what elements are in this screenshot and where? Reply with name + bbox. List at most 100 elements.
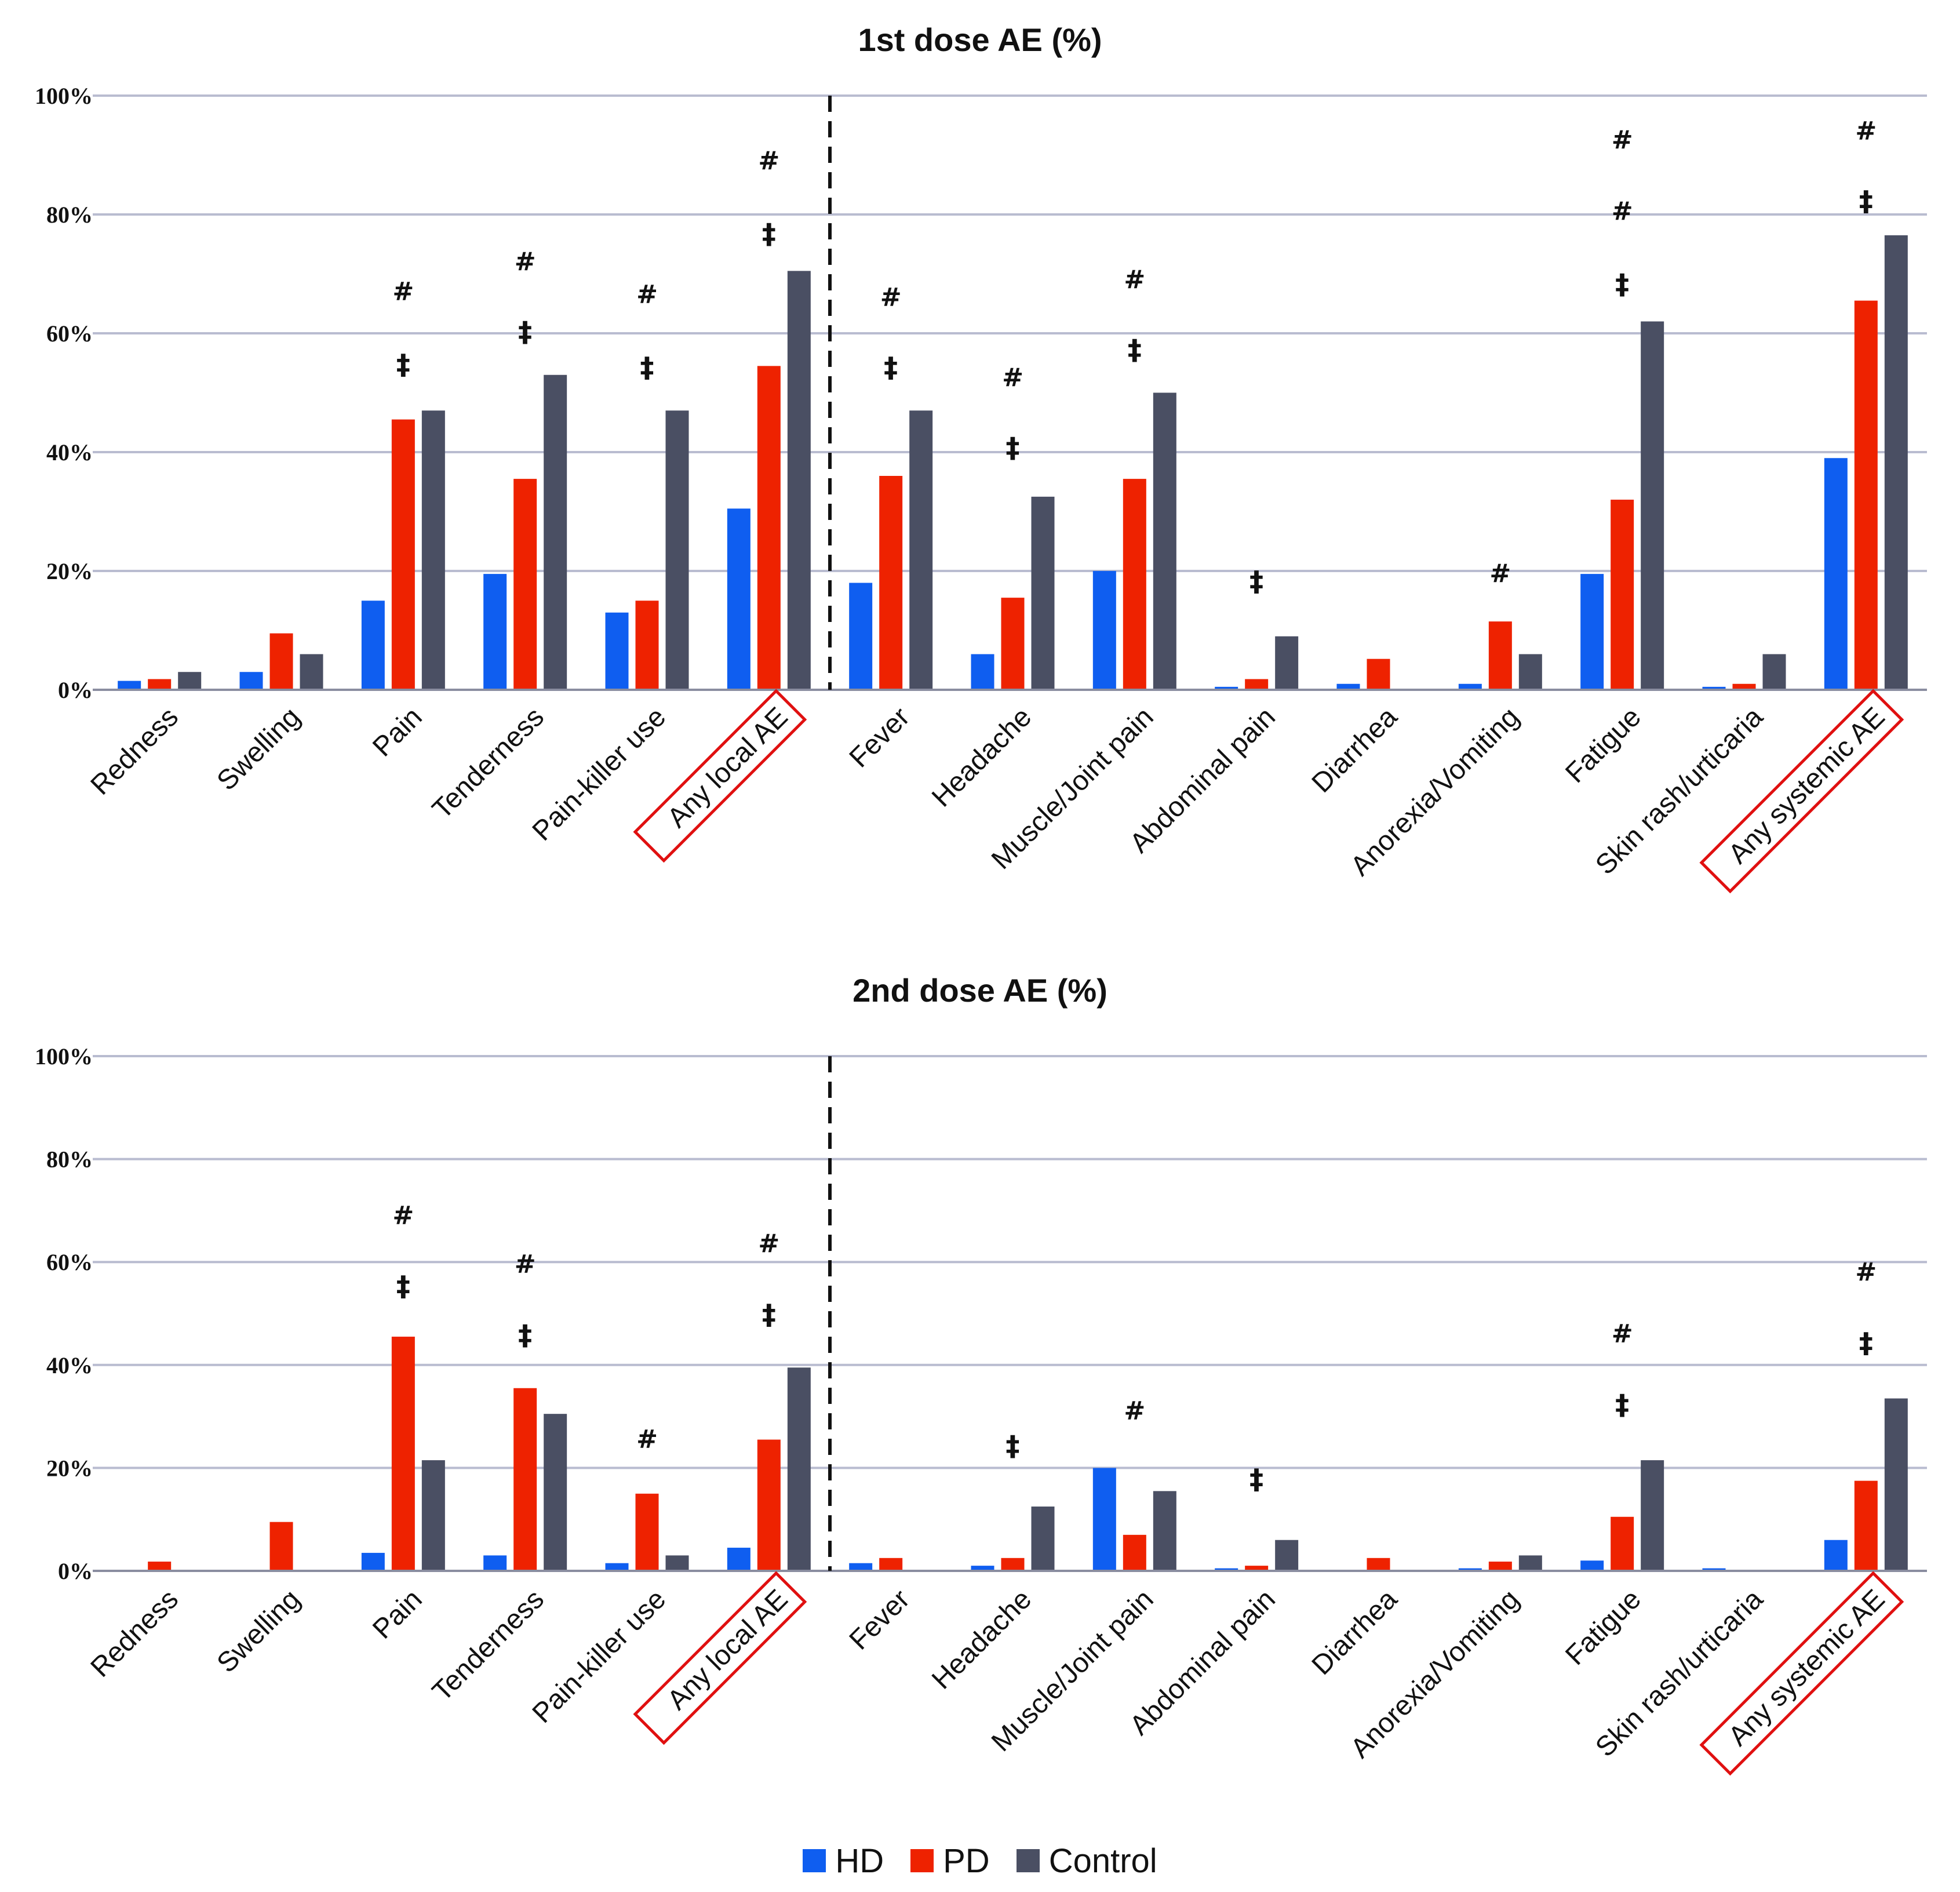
x-tick-label: Swelling <box>211 1584 306 1679</box>
bar-pd-diarrhea <box>1367 1558 1390 1571</box>
bar-pd-swelling <box>269 1522 293 1571</box>
y-tick-label: 0% <box>58 677 93 703</box>
bar-pd-any-systemic-ae <box>1854 1480 1878 1571</box>
category-label-group-fever: Fever <box>844 701 916 773</box>
x-tick-label: Pain <box>367 1584 428 1644</box>
bar-pd-fatigue <box>1611 1516 1634 1571</box>
category-label-group-swelling: Swelling <box>211 1584 306 1679</box>
bar-hd-redness <box>118 681 141 690</box>
y-tick-label: 20% <box>46 1455 93 1481</box>
significance-hash-marker: # <box>515 1250 536 1279</box>
bar-pd-headache <box>1001 598 1025 690</box>
significance-hash-marker: # <box>1612 197 1633 226</box>
bar-control-any-local-ae <box>787 1367 811 1571</box>
bar-pd-fatigue <box>1611 500 1634 690</box>
legend-swatch-control <box>1016 1849 1040 1872</box>
y-tick-label: 0% <box>58 1558 93 1584</box>
bar-hd-anorexia-vomiting <box>1458 683 1482 690</box>
bar-hd-headache <box>971 1566 994 1571</box>
bar-hd-tenderness <box>483 574 507 690</box>
bar-pd-fever <box>879 476 903 690</box>
x-tick-label: Fever <box>844 701 916 773</box>
significance-hash-marker: # <box>636 1425 658 1454</box>
x-tick-label: Pain <box>367 701 428 762</box>
significance-hash-marker: # <box>1612 125 1633 155</box>
bar-hd-abdominal-pain <box>1215 1568 1238 1571</box>
significance-dagger-marker: ‡ <box>1128 334 1142 366</box>
bar-pd-abdominal-pain <box>1245 679 1269 690</box>
highlight-box <box>1699 689 1904 894</box>
y-tick-label: 100% <box>35 1043 93 1069</box>
x-tick-label: Any local AE <box>662 1584 794 1716</box>
bar-control-abdominal-pain <box>1275 1540 1299 1571</box>
bar-control-pain-killer-use <box>665 1555 689 1571</box>
bar-hd-any-local-ae <box>727 1548 751 1571</box>
bar-hd-fever <box>849 583 873 690</box>
significance-hash-marker: # <box>636 279 658 309</box>
significance-dagger-marker: ‡ <box>1249 1464 1263 1496</box>
category-label-group-headache: Headache <box>926 1584 1037 1695</box>
significance-dagger-marker: ‡ <box>762 218 776 250</box>
x-tick-label: Fatigue <box>1560 1584 1647 1671</box>
bar-pd-diarrhea <box>1367 658 1390 690</box>
bar-pd-any-local-ae <box>757 1439 781 1571</box>
significance-hash-marker: # <box>758 146 779 176</box>
significance-hash-marker: # <box>1612 1319 1633 1349</box>
bar-pd-muscle-joint-pain <box>1123 479 1146 690</box>
category-label-group-fatigue: Fatigue <box>1560 1584 1647 1671</box>
y-tick-label: 20% <box>46 558 93 584</box>
bar-control-fatigue <box>1641 1460 1664 1571</box>
bar-pd-pain-killer-use <box>635 601 659 690</box>
bar-hd-swelling <box>239 672 263 690</box>
significance-hash-marker: # <box>1855 1257 1877 1287</box>
significance-hash-marker: # <box>1489 559 1511 588</box>
x-tick-label: Any local AE <box>662 701 794 834</box>
bar-hd-skin-rash-urticaria <box>1702 686 1726 690</box>
bar-control-tenderness <box>544 1414 567 1571</box>
category-label-group-tenderness: Tenderness <box>427 1584 550 1707</box>
category-label-group-swelling: Swelling <box>211 701 306 796</box>
bar-control-any-systemic-ae <box>1884 1398 1908 1571</box>
y-tick-label: 60% <box>46 321 93 347</box>
bar-control-muscle-joint-pain <box>1153 392 1176 690</box>
bar-hd-fatigue <box>1580 574 1604 690</box>
bar-hd-skin-rash-urticaria <box>1702 1568 1726 1571</box>
chart-title: 1st dose AE (%) <box>858 21 1102 58</box>
significance-hash-marker: # <box>880 283 902 312</box>
significance-dagger-marker: ‡ <box>1006 432 1020 464</box>
y-tick-label: 40% <box>46 439 93 465</box>
y-tick-label: 100% <box>35 83 93 109</box>
significance-hash-marker: # <box>1124 1396 1145 1426</box>
legend-item-control: Control <box>1016 1842 1157 1880</box>
bar-hd-fatigue <box>1580 1560 1604 1571</box>
bar-control-headache <box>1031 1507 1055 1571</box>
significance-hash-marker: # <box>758 1229 779 1258</box>
significance-dagger-marker: ‡ <box>1006 1430 1020 1462</box>
bar-pd-redness <box>148 679 172 690</box>
category-label-group-diarrhea: Diarrhea <box>1306 701 1404 799</box>
bar-control-pain <box>421 1460 445 1571</box>
legend-label-control: Control <box>1048 1842 1157 1880</box>
significance-dagger-marker: ‡ <box>762 1298 776 1331</box>
category-label-group-diarrhea: Diarrhea <box>1306 1584 1404 1681</box>
x-tick-label: Headache <box>926 701 1037 813</box>
bar-pd-pain <box>391 1336 415 1571</box>
bar-control-skin-rash-urticaria <box>1762 654 1786 690</box>
bar-control-abdominal-pain <box>1275 636 1299 690</box>
legend-label-hd: HD <box>835 1842 884 1880</box>
bar-pd-any-systemic-ae <box>1854 300 1878 690</box>
y-tick-label: 80% <box>46 202 93 228</box>
legend-swatch-pd <box>910 1849 934 1872</box>
bar-hd-diarrhea <box>1336 683 1360 690</box>
bar-pd-tenderness <box>513 1388 537 1571</box>
bar-hd-muscle-joint-pain <box>1092 571 1116 690</box>
bar-pd-abdominal-pain <box>1245 1566 1269 1571</box>
bar-hd-headache <box>971 654 994 690</box>
significance-dagger-marker: ‡ <box>1615 1389 1629 1421</box>
bar-hd-pain <box>361 1552 385 1571</box>
bar-pd-swelling <box>269 633 293 690</box>
category-label-group-redness: Redness <box>85 1584 184 1683</box>
significance-dagger-marker: ‡ <box>1859 185 1873 218</box>
bar-hd-pain <box>361 601 385 690</box>
x-tick-label: Diarrhea <box>1306 1584 1404 1681</box>
